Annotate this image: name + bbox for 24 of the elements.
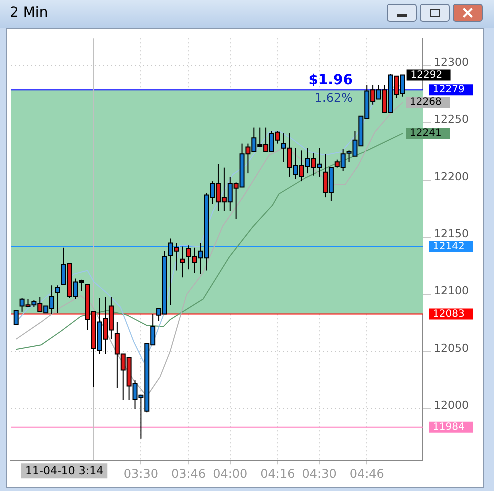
chart-title: 2 Min (10, 5, 48, 21)
x-tick-label: 03:46 (171, 466, 206, 481)
x-tick-label: 03:30 (124, 466, 158, 481)
data-label: 12241 (410, 128, 442, 140)
y-tick-label: 12150 (434, 227, 469, 240)
y-tick-label: 12200 (434, 170, 469, 184)
y-tick-label: 12300 (434, 56, 469, 69)
ref-line-label: 12279 (433, 84, 465, 96)
annotation: 12292 (410, 70, 443, 81)
ref-line-label: 11-04-10 3:14 (25, 464, 104, 478)
x-tick-label: 04:00 (213, 466, 248, 481)
y-tick-label: 12250 (434, 113, 469, 126)
y-tick-label: 12050 (434, 342, 469, 355)
band-label: $1.96 (308, 72, 353, 89)
ref-line-label: 11984 (433, 422, 465, 434)
x-tick-label: 04:30 (302, 466, 337, 481)
x-tick-label: 04:16 (260, 466, 296, 481)
annotation: 1.62% (314, 91, 353, 106)
y-tick-label: 12100 (434, 284, 469, 298)
ref-line-label: 12083 (433, 308, 465, 320)
data-label: 12268 (410, 97, 442, 108)
y-tick-label: 12000 (434, 398, 469, 412)
ref-line-label: 12142 (433, 241, 465, 252)
x-tick-label: 04:46 (350, 466, 384, 481)
